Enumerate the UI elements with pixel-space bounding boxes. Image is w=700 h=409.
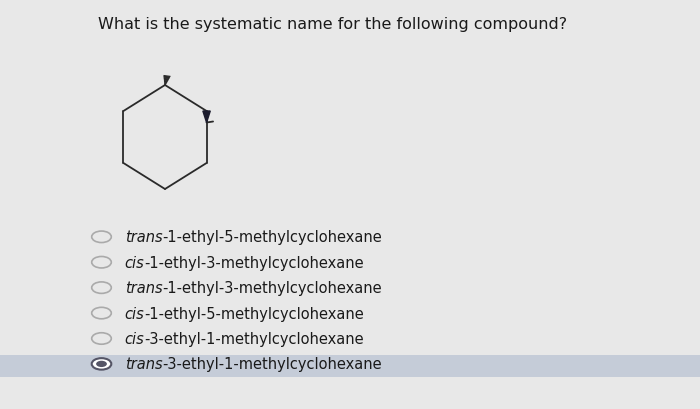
Circle shape [96,361,107,367]
FancyBboxPatch shape [0,355,700,377]
Text: -1-ethyl-5-methylcyclohexane: -1-ethyl-5-methylcyclohexane [162,230,382,245]
Text: -1-ethyl-5-methylcyclohexane: -1-ethyl-5-methylcyclohexane [144,306,364,321]
Text: -3-ethyl-1-methylcyclohexane: -3-ethyl-1-methylcyclohexane [162,357,382,371]
Text: -3-ethyl-1-methylcyclohexane: -3-ethyl-1-methylcyclohexane [144,331,364,346]
Circle shape [92,333,111,344]
Text: trans: trans [125,230,162,245]
Polygon shape [203,112,210,123]
Text: cis: cis [125,306,144,321]
Text: cis: cis [125,255,144,270]
Circle shape [92,257,111,268]
Text: cis: cis [125,331,144,346]
Text: What is the systematic name for the following compound?: What is the systematic name for the foll… [98,17,567,32]
Text: trans: trans [125,281,162,295]
Circle shape [92,308,111,319]
Text: trans: trans [125,357,162,371]
Text: -1-ethyl-3-methylcyclohexane: -1-ethyl-3-methylcyclohexane [144,255,364,270]
Text: -1-ethyl-3-methylcyclohexane: -1-ethyl-3-methylcyclohexane [162,281,382,295]
Circle shape [92,282,111,294]
Circle shape [92,358,111,370]
Circle shape [92,231,111,243]
